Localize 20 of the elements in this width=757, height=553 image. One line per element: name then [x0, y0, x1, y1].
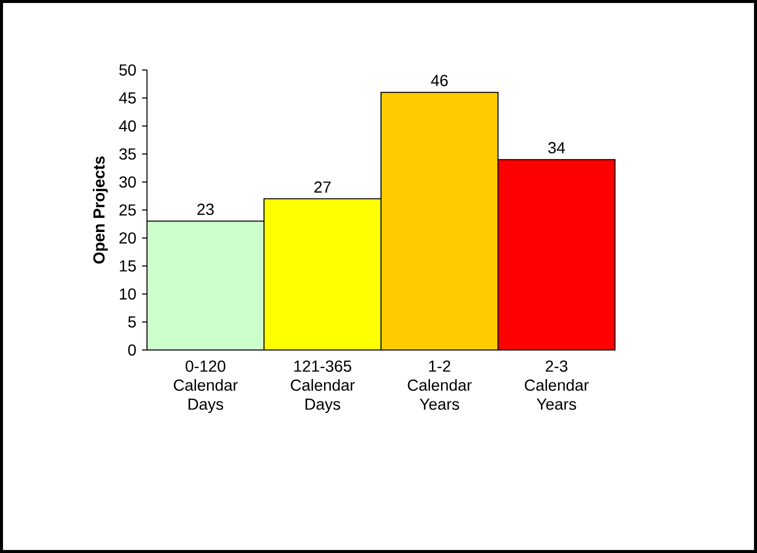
- y-axis-title: Open Projects: [92, 156, 108, 264]
- x-tick-label: 1-2 Calendar Years: [408, 360, 472, 410]
- data-label: 27: [314, 181, 331, 193]
- y-tick-label: 15: [120, 260, 136, 272]
- x-tick-label: 121-365 Calendar Days: [290, 360, 355, 414]
- y-tick-label: 30: [119, 176, 136, 188]
- data-label: 46: [430, 74, 448, 86]
- y-tick-label: 35: [119, 148, 136, 160]
- x-tick-label: 0-120 Calendar Days: [174, 360, 238, 414]
- y-tick-label: 40: [119, 120, 136, 132]
- y-tick-label: 0: [128, 344, 136, 356]
- data-label: 23: [197, 204, 214, 215]
- y-tick-label: 10: [120, 288, 136, 300]
- y-tick-label: 45: [119, 92, 136, 104]
- y-tick-label: 25: [119, 204, 136, 216]
- y-tick-label: 5: [128, 316, 136, 328]
- y-tick-label: 50: [119, 64, 136, 76]
- data-label: 34: [548, 142, 565, 154]
- x-tick-label: 2-3 Calendar Years: [524, 360, 589, 410]
- y-tick-label: 20: [119, 232, 136, 244]
